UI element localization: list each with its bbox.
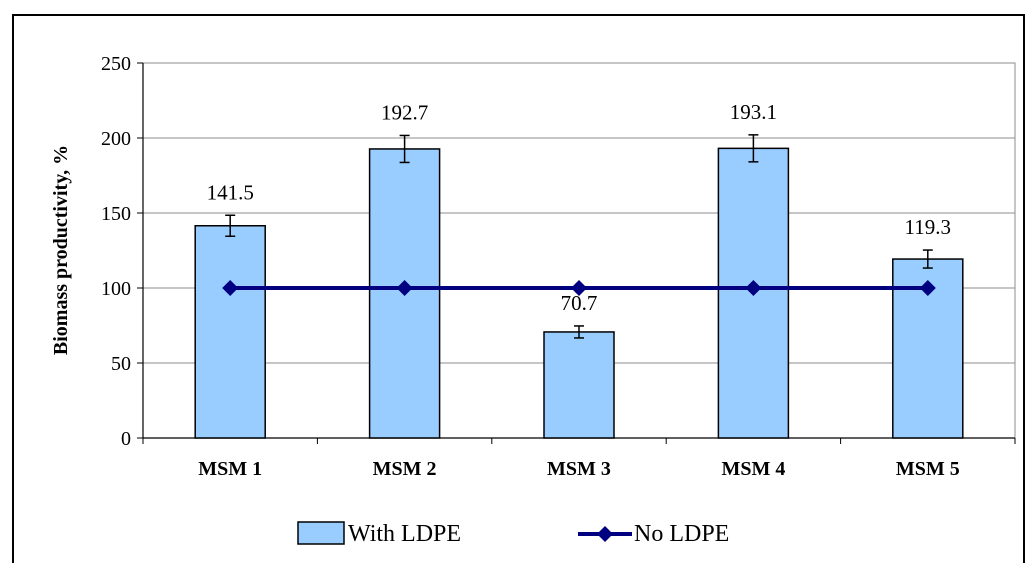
marker-no-ldpe <box>745 280 762 296</box>
marker-no-ldpe <box>571 280 587 296</box>
chart-frame <box>12 14 1025 563</box>
marker-no-ldpe <box>222 280 239 296</box>
data-label: 119.3 <box>905 215 951 239</box>
legend-label-no-ldpe: No LDPE <box>634 521 729 547</box>
y-axis-title: Biomass productivity, % <box>50 145 72 355</box>
bar-with-ldpe <box>543 331 615 439</box>
x-category-label: MSM 3 <box>547 458 611 480</box>
legend-marker-no-ldpe <box>597 526 613 542</box>
y-tick-label: 100 <box>101 278 131 300</box>
data-label: 192.7 <box>381 100 428 124</box>
y-tick-label: 250 <box>101 53 131 75</box>
data-label: 193.1 <box>730 100 777 124</box>
bar-with-ldpe <box>194 225 266 439</box>
x-category-label: MSM 1 <box>198 458 262 480</box>
data-label: 141.5 <box>207 180 254 204</box>
x-category-label: MSM 4 <box>721 458 785 480</box>
y-tick-label: 50 <box>111 353 131 375</box>
legend-label-with-ldpe: With LDPE <box>348 521 461 547</box>
marker-no-ldpe <box>396 280 413 296</box>
legend-swatch-with-ldpe <box>297 521 345 545</box>
plot-area: 050100150200250141.5192.770.7193.1119.3M… <box>101 53 1016 480</box>
y-tick-label: 0 <box>121 428 131 450</box>
y-tick-label: 200 <box>101 128 131 150</box>
legend: With LDPE No LDPE <box>297 521 729 547</box>
x-category-label: MSM 2 <box>373 458 437 480</box>
marker-no-ldpe <box>919 280 936 296</box>
y-tick-label: 150 <box>101 203 131 225</box>
x-category-label: MSM 5 <box>896 458 960 480</box>
